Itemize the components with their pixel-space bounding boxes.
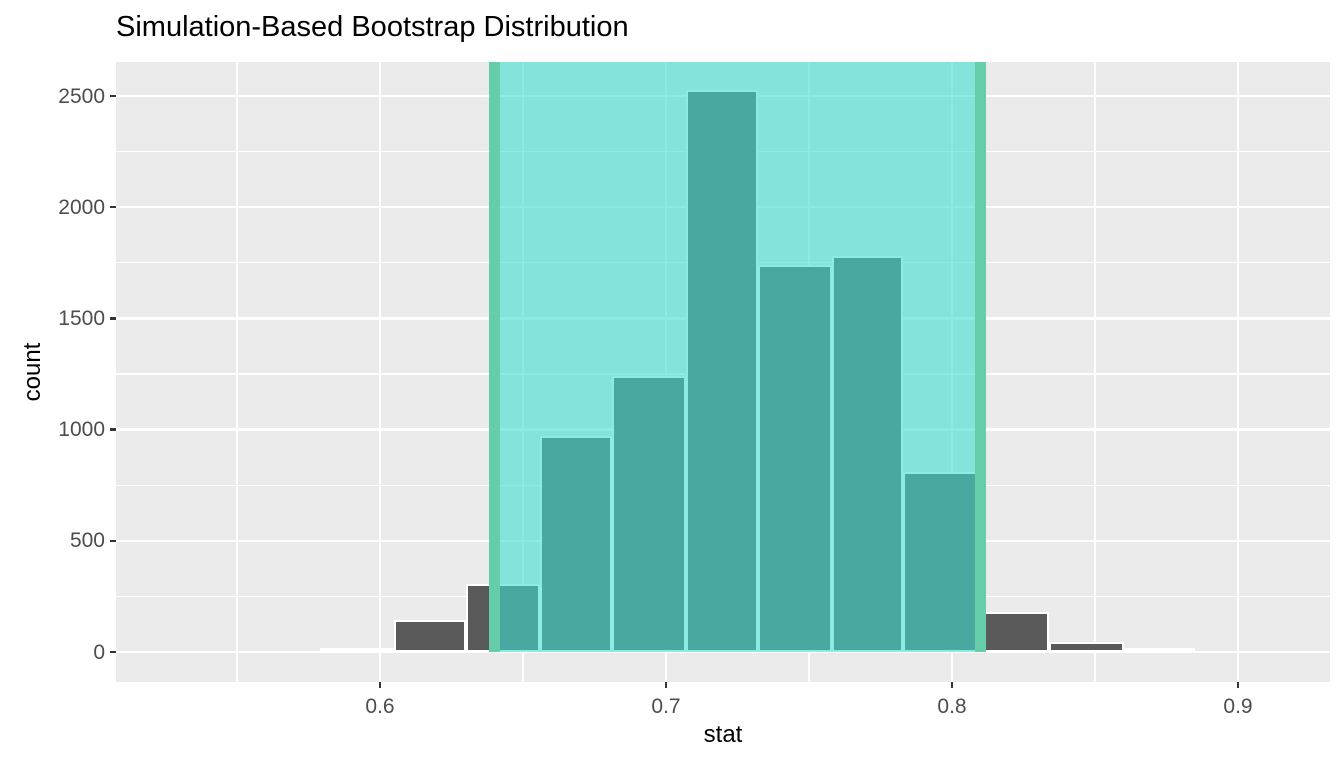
histogram-bar bbox=[1123, 648, 1196, 653]
chart-title: Simulation-Based Bootstrap Distribution bbox=[116, 11, 629, 43]
y-axis-tick bbox=[110, 539, 116, 543]
y-axis-tick-label: 2500 bbox=[58, 84, 105, 108]
y-axis-tick-label: 500 bbox=[69, 529, 105, 553]
histogram-bar bbox=[319, 647, 395, 652]
y-axis-tick-label: 1000 bbox=[58, 418, 105, 442]
histogram-bar bbox=[394, 619, 466, 652]
x-major-gridline bbox=[1236, 62, 1240, 682]
x-minor-gridline bbox=[236, 62, 238, 682]
x-axis-tick bbox=[1236, 682, 1240, 688]
x-axis-title: stat bbox=[703, 721, 743, 748]
plot-panel bbox=[116, 62, 1330, 682]
y-axis-title: count bbox=[19, 342, 46, 402]
y-axis-tick bbox=[110, 205, 116, 209]
ci-lower-line bbox=[488, 62, 500, 652]
ci-upper-line bbox=[975, 62, 987, 652]
y-axis-tick-label: 0 bbox=[93, 640, 105, 664]
y-axis-tick bbox=[110, 650, 116, 654]
y-major-gridline bbox=[116, 650, 1330, 654]
ci-shade-region bbox=[494, 62, 981, 652]
y-axis-tick bbox=[110, 94, 116, 98]
x-axis-tick bbox=[950, 682, 954, 688]
x-axis-tick bbox=[664, 682, 668, 688]
y-axis-tick-label: 2000 bbox=[58, 195, 105, 219]
x-axis-tick bbox=[378, 682, 382, 688]
y-axis-tick-label: 1500 bbox=[58, 306, 105, 330]
x-major-gridline bbox=[378, 62, 382, 682]
x-axis-tick-label: 0.6 bbox=[365, 695, 395, 718]
x-minor-gridline bbox=[1094, 62, 1096, 682]
x-axis-tick-label: 0.9 bbox=[1223, 695, 1253, 718]
x-axis-tick-label: 0.8 bbox=[937, 695, 967, 718]
histogram-bar bbox=[1049, 642, 1124, 652]
y-axis-tick bbox=[110, 317, 116, 320]
histogram-bar bbox=[977, 612, 1050, 652]
x-axis-tick-label: 0.7 bbox=[651, 695, 681, 718]
y-axis-tick bbox=[110, 428, 116, 431]
